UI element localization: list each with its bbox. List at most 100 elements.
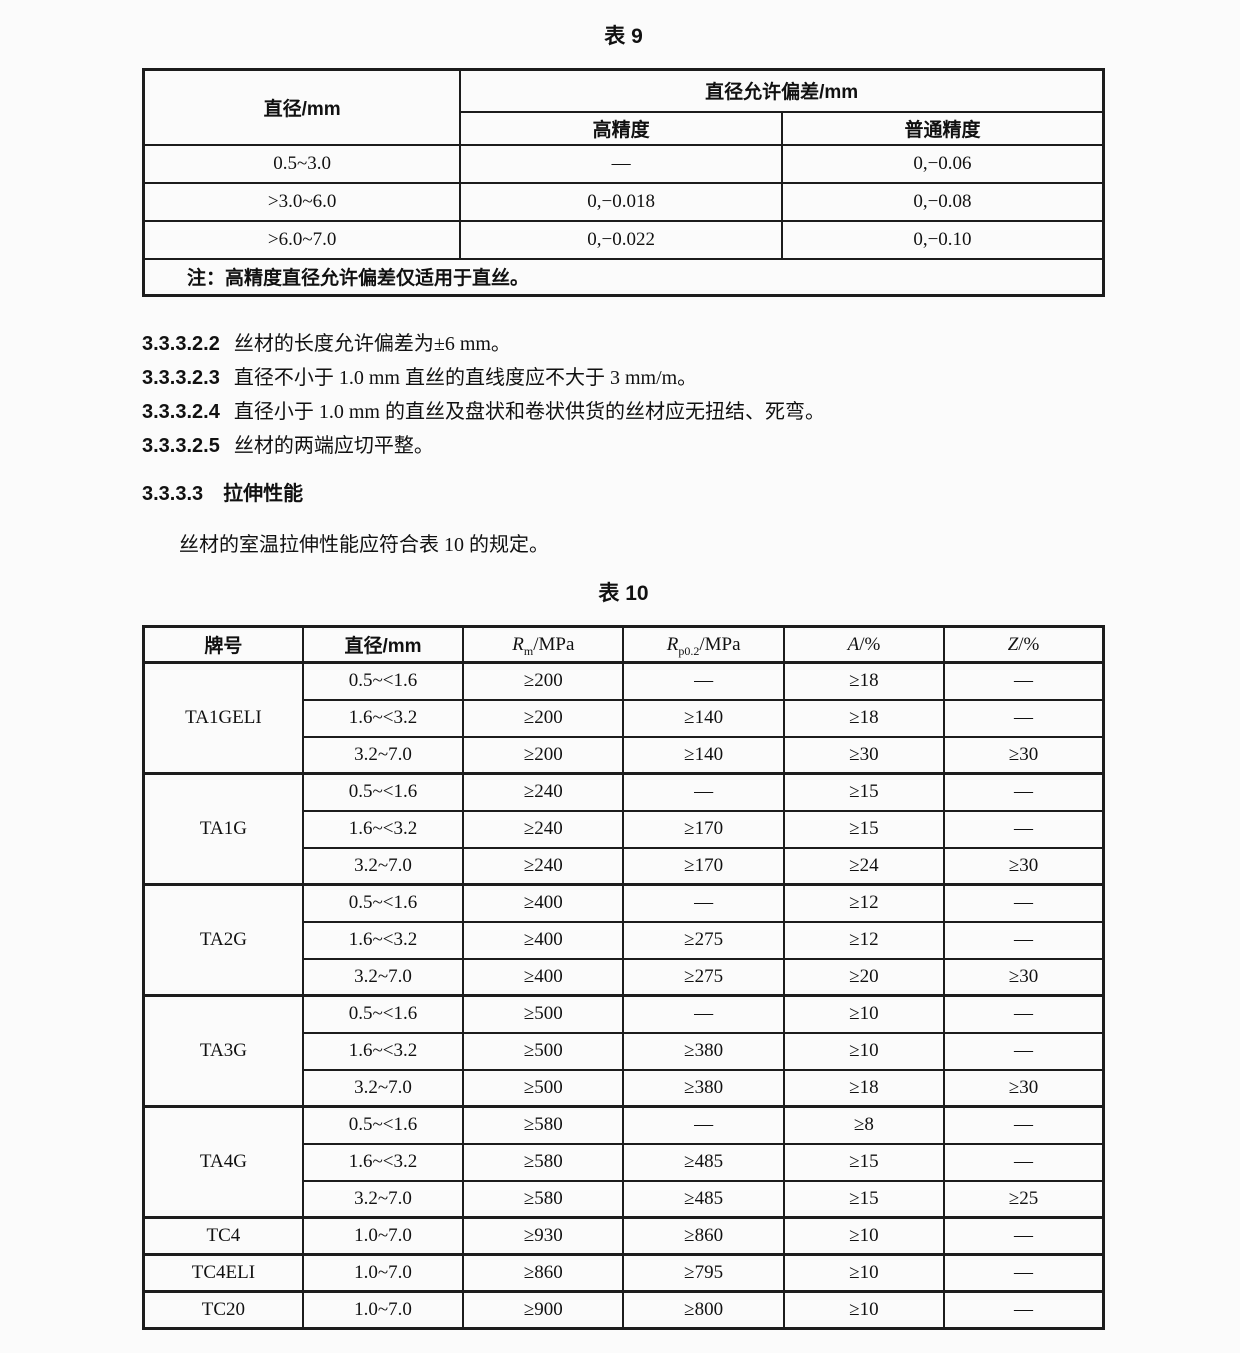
t10-header-rm: Rm/MPa <box>462 625 625 664</box>
t10-cell-z: — <box>943 698 1105 738</box>
t9-cell-diameter: >6.0~7.0 <box>142 219 462 260</box>
section-number: 3.3.3.3 <box>142 483 204 505</box>
t10-cell-diameter: 0.5~<1.6 <box>301 1105 465 1145</box>
t10-cell-a: ≥10 <box>782 1290 946 1330</box>
table-10: 牌号 直径/mm Rm/MPa Rp0.2/MPa A/% Z/% TA1GEL… <box>142 625 1105 1330</box>
t10-row: 3.2~7.0 ≥240 ≥170 ≥24 ≥30 <box>144 846 1105 886</box>
t9-cell-diameter: 0.5~3.0 <box>142 143 462 184</box>
t10-cell-z: — <box>943 1105 1105 1145</box>
t10-row: TC4ELI 1.0~7.0 ≥860 ≥795 ≥10 — <box>142 1253 1105 1293</box>
t9-row: 0.5~3.0 — 0,−0.06 <box>142 143 1105 184</box>
page-content: 表 9 直径/mm 直径允许偏差/mm 高精度 普通精度 0.5~3.0 — 0… <box>142 0 1105 1330</box>
t10-header-a: A/% <box>782 625 946 664</box>
t9-note-row: 注：高精度直径允许偏差仅适用于直丝。 <box>142 257 1105 297</box>
t9-cell-high: 0,−0.018 <box>459 181 783 222</box>
t10-cell-a: ≥10 <box>782 1216 946 1256</box>
t10-cell-a: ≥24 <box>782 846 946 886</box>
t10-cell-rp: ≥860 <box>622 1216 785 1256</box>
t10-cell-rm: ≥580 <box>462 1105 625 1145</box>
t10-cell-rm: ≥400 <box>462 957 625 997</box>
t10-row: TC20 1.0~7.0 ≥900 ≥800 ≥10 — <box>142 1290 1105 1330</box>
t10-cell-rm: ≥240 <box>462 846 625 886</box>
clause-row: 3.3.3.2.4 直径小于 1.0 mm 的直丝及盘状和卷状供货的丝材应无扭结、… <box>142 401 1105 424</box>
t10-cell-rp: — <box>622 1105 785 1145</box>
clause-text: 直径小于 1.0 mm 的直丝及盘状和卷状供货的丝材应无扭结、死弯。 <box>233 401 825 423</box>
t9-cell-normal: 0,−0.08 <box>780 181 1105 222</box>
t10-cell-diameter: 0.5~<1.6 <box>301 883 465 923</box>
t10-row: 1.6~<3.2 ≥580 ≥485 ≥15 — <box>144 1142 1105 1182</box>
t10-row: 3.2~7.0 ≥500 ≥380 ≥18 ≥30 <box>144 1068 1105 1108</box>
t10-cell-diameter: 0.5~<1.6 <box>301 772 465 812</box>
t10-cell-rp: ≥795 <box>622 1253 785 1293</box>
t10-cell-rm: ≥400 <box>462 920 625 960</box>
t10-cell-rp: ≥485 <box>622 1142 785 1182</box>
t10-header-row: 牌号 直径/mm Rm/MPa Rp0.2/MPa A/% Z/% <box>142 625 1105 664</box>
t10-cell-a: ≥18 <box>782 661 946 701</box>
t10-cell-rm: ≥200 <box>462 698 625 738</box>
t10-cell-a: ≥15 <box>782 809 946 849</box>
t10-cell-diameter: 3.2~7.0 <box>301 1179 465 1219</box>
t10-cell-rp: ≥275 <box>622 920 785 960</box>
t10-grade-cell: TA3G <box>142 994 304 1108</box>
t10-row: 1.6~<3.2 ≥240 ≥170 ≥15 — <box>144 809 1105 849</box>
t10-cell-rp: ≥800 <box>622 1290 785 1330</box>
clause-number: 3.3.3.2.3 <box>142 367 220 389</box>
t9-header-row-2: 高精度 普通精度 <box>144 110 1105 146</box>
t9-cell-normal: 0,−0.06 <box>780 143 1105 184</box>
t10-row: TC4 1.0~7.0 ≥930 ≥860 ≥10 — <box>142 1216 1105 1256</box>
section-heading: 3.3.3.3 拉伸性能 <box>142 482 1105 506</box>
t10-header-diameter: 直径/mm <box>301 625 465 664</box>
t10-row: 1.6~<3.2 ≥400 ≥275 ≥12 — <box>144 920 1105 960</box>
t10-cell-rm: ≥240 <box>462 809 625 849</box>
t10-cell-a: ≥30 <box>782 735 946 775</box>
t10-cell-z: — <box>943 661 1105 701</box>
t10-cell-rp: — <box>622 661 785 701</box>
t10-grade-cell: TA1GELI <box>142 661 304 775</box>
t10-cell-rp: ≥380 <box>622 1068 785 1108</box>
t10-row: TA2G 0.5~<1.6 ≥400 — ≥12 — <box>142 883 1105 997</box>
t10-cell-diameter: 1.6~<3.2 <box>301 809 465 849</box>
t10-cell-a: ≥15 <box>782 1179 946 1219</box>
t10-row: 3.2~7.0 ≥580 ≥485 ≥15 ≥25 <box>144 1179 1105 1219</box>
clause-number: 3.3.3.2.2 <box>142 333 220 355</box>
t10-row: 3.2~7.0 ≥400 ≥275 ≥20 ≥30 <box>144 957 1105 997</box>
t10-cell-rp: ≥485 <box>622 1179 785 1219</box>
t10-cell-z: — <box>943 883 1105 923</box>
t10-cell-diameter: 3.2~7.0 <box>301 957 465 997</box>
t10-row: 3.2~7.0 ≥200 ≥140 ≥30 ≥30 <box>144 735 1105 775</box>
t9-cell-high: 0,−0.022 <box>459 219 783 260</box>
t10-cell-a: ≥10 <box>782 1031 946 1071</box>
t9-cell-diameter: >3.0~6.0 <box>142 181 462 222</box>
t9-header-diameter: 直径/mm <box>142 68 462 146</box>
t10-cell-diameter: 1.6~<3.2 <box>301 698 465 738</box>
t10-cell-z: — <box>943 1216 1105 1256</box>
t10-cell-rp: ≥380 <box>622 1031 785 1071</box>
t10-cell-rp: ≥275 <box>622 957 785 997</box>
t10-row: 1.6~<3.2 ≥200 ≥140 ≥18 — <box>144 698 1105 738</box>
t10-cell-z: ≥30 <box>943 735 1105 775</box>
t10-grade-cell: TC20 <box>142 1290 304 1330</box>
t10-grade-cell: TC4 <box>142 1216 304 1256</box>
t10-cell-diameter: 1.0~7.0 <box>301 1290 465 1330</box>
t10-cell-rm: ≥930 <box>462 1216 625 1256</box>
t10-cell-diameter: 3.2~7.0 <box>301 846 465 886</box>
clause-row: 3.3.3.2.2 丝材的长度允许偏差为±6 mm。 <box>142 333 1105 356</box>
t10-row: TA4G 0.5~<1.6 ≥580 — ≥8 — <box>142 1105 1105 1219</box>
t10-cell-z: — <box>943 1142 1105 1182</box>
t10-row: TA3G 0.5~<1.6 ≥500 — ≥10 — <box>142 994 1105 1108</box>
t10-cell-a: ≥12 <box>782 920 946 960</box>
t9-cell-high: — <box>459 143 783 184</box>
section-title: 拉伸性能 <box>223 483 304 505</box>
t10-cell-rm: ≥500 <box>462 1068 625 1108</box>
t9-header-normal-precision: 普通精度 <box>780 110 1105 146</box>
t10-cell-a: ≥10 <box>782 1253 946 1293</box>
t10-row: TA1GELI 0.5~<1.6 ≥200 — ≥18 — <box>142 661 1105 775</box>
t10-cell-rp: ≥170 <box>622 809 785 849</box>
t9-note: 注：高精度直径允许偏差仅适用于直丝。 <box>142 257 1105 297</box>
t9-row: >6.0~7.0 0,−0.022 0,−0.10 <box>142 219 1105 260</box>
t10-cell-rm: ≥860 <box>462 1253 625 1293</box>
t10-cell-rm: ≥200 <box>462 735 625 775</box>
t10-cell-rp: ≥140 <box>622 698 785 738</box>
t9-header-row-1: 直径/mm 直径允许偏差/mm <box>142 68 1105 146</box>
t10-cell-rm: ≥580 <box>462 1179 625 1219</box>
